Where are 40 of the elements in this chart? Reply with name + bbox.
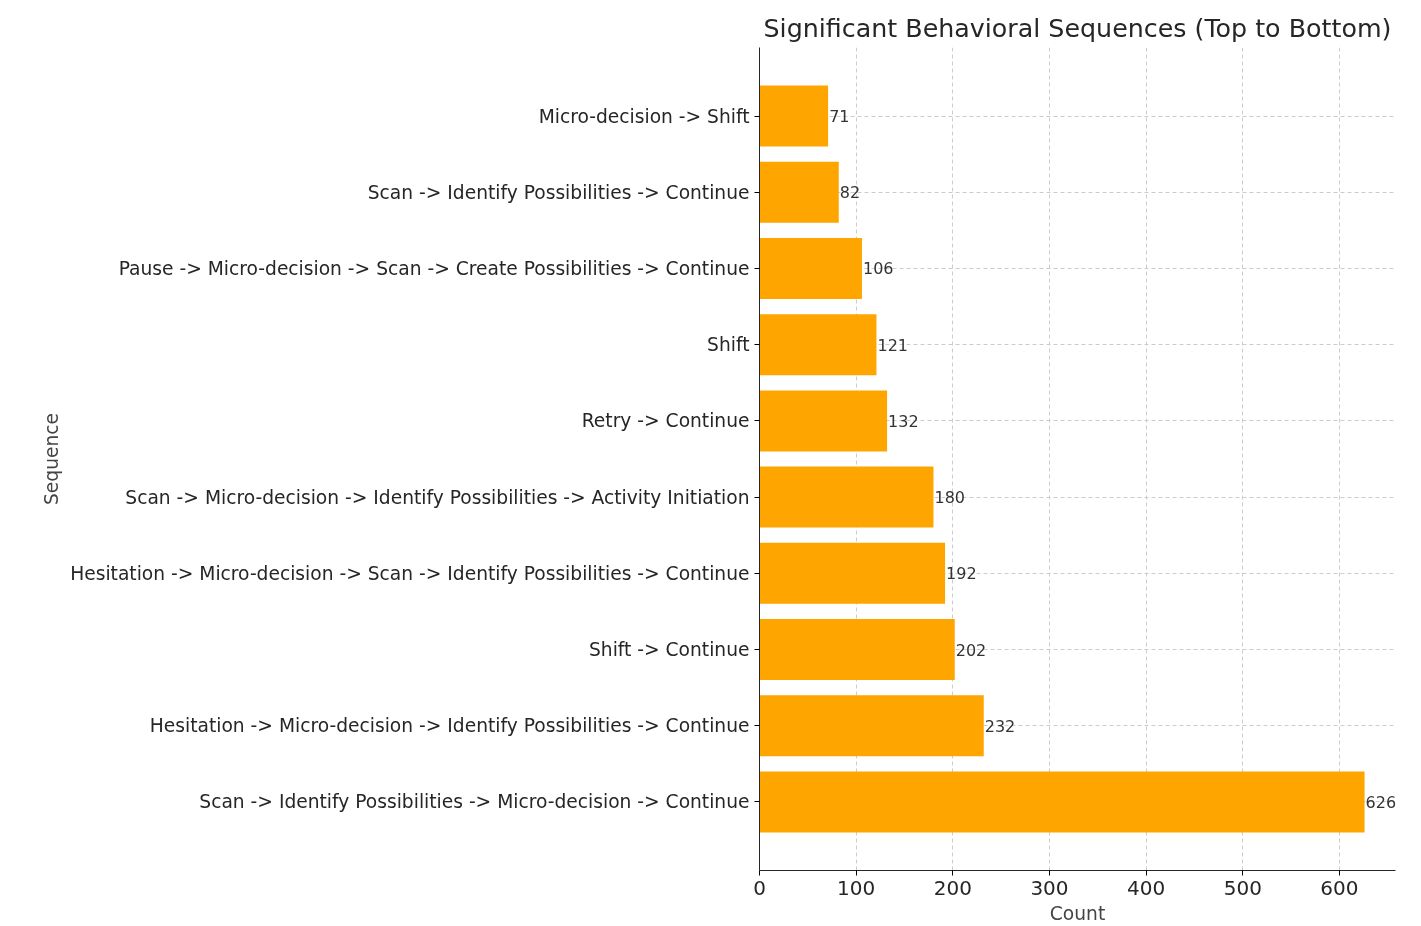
x-tick-label: 500	[1223, 875, 1262, 900]
x-tick-label: 600	[1320, 875, 1359, 900]
bar	[759, 542, 946, 604]
y-tick-label: Scan -> Identify Possibilities -> Continue	[367, 181, 750, 203]
y-tick-label: Hesitation -> Micro-decision -> Scan -> Identify Possibilities -> Continue	[70, 562, 750, 584]
x-tick-label: 200	[933, 875, 972, 900]
y-tick-label: Pause -> Micro-decision -> Scan -> Create Possibilities -> Continue	[118, 257, 750, 279]
x-tick-label: 400	[1127, 875, 1166, 900]
y-tick-label: Micro-decision -> Shift	[538, 105, 750, 127]
bar	[759, 771, 1365, 833]
x-axis-title: Count	[1049, 902, 1106, 924]
data-label: 232	[984, 716, 1016, 736]
bar	[759, 314, 877, 376]
y-tick-label: Shift -> Continue	[588, 639, 750, 661]
x-tick-label: 300	[1030, 875, 1069, 900]
y-tick-label: Retry -> Continue	[581, 410, 750, 432]
data-label: 82	[839, 183, 861, 203]
data-label: 132	[888, 411, 919, 431]
y-axis-title: Sequence	[41, 412, 63, 506]
y-tick-label: Scan -> Micro-decision -> Identify Possibilities -> Activity Initiation	[125, 486, 750, 508]
data-label: 192	[946, 564, 977, 584]
bar	[759, 695, 984, 757]
bar	[759, 466, 934, 528]
y-tick-label: Shift	[707, 334, 750, 356]
x-tick-label: 100	[837, 875, 876, 900]
bar	[759, 390, 888, 452]
data-label: 121	[877, 335, 908, 355]
y-tick-label: Scan -> Identify Possibilities -> Micro-decision -> Continue	[199, 791, 750, 813]
bar	[759, 619, 955, 680]
bar	[759, 85, 829, 147]
data-label: 106	[862, 259, 894, 279]
data-label: 626	[1365, 792, 1397, 812]
data-label: 71	[829, 107, 850, 127]
data-label: 202	[955, 640, 987, 660]
y-tick-label: Hesitation -> Micro-decision -> Identify Possibilities -> Continue	[149, 715, 750, 737]
bar	[759, 238, 862, 299]
data-label: 180	[934, 488, 966, 508]
x-tick-label: 0	[753, 875, 766, 900]
bar	[759, 161, 839, 223]
chart-title: Significant Behavioral Sequences (Top to Bottom)	[763, 12, 1392, 43]
